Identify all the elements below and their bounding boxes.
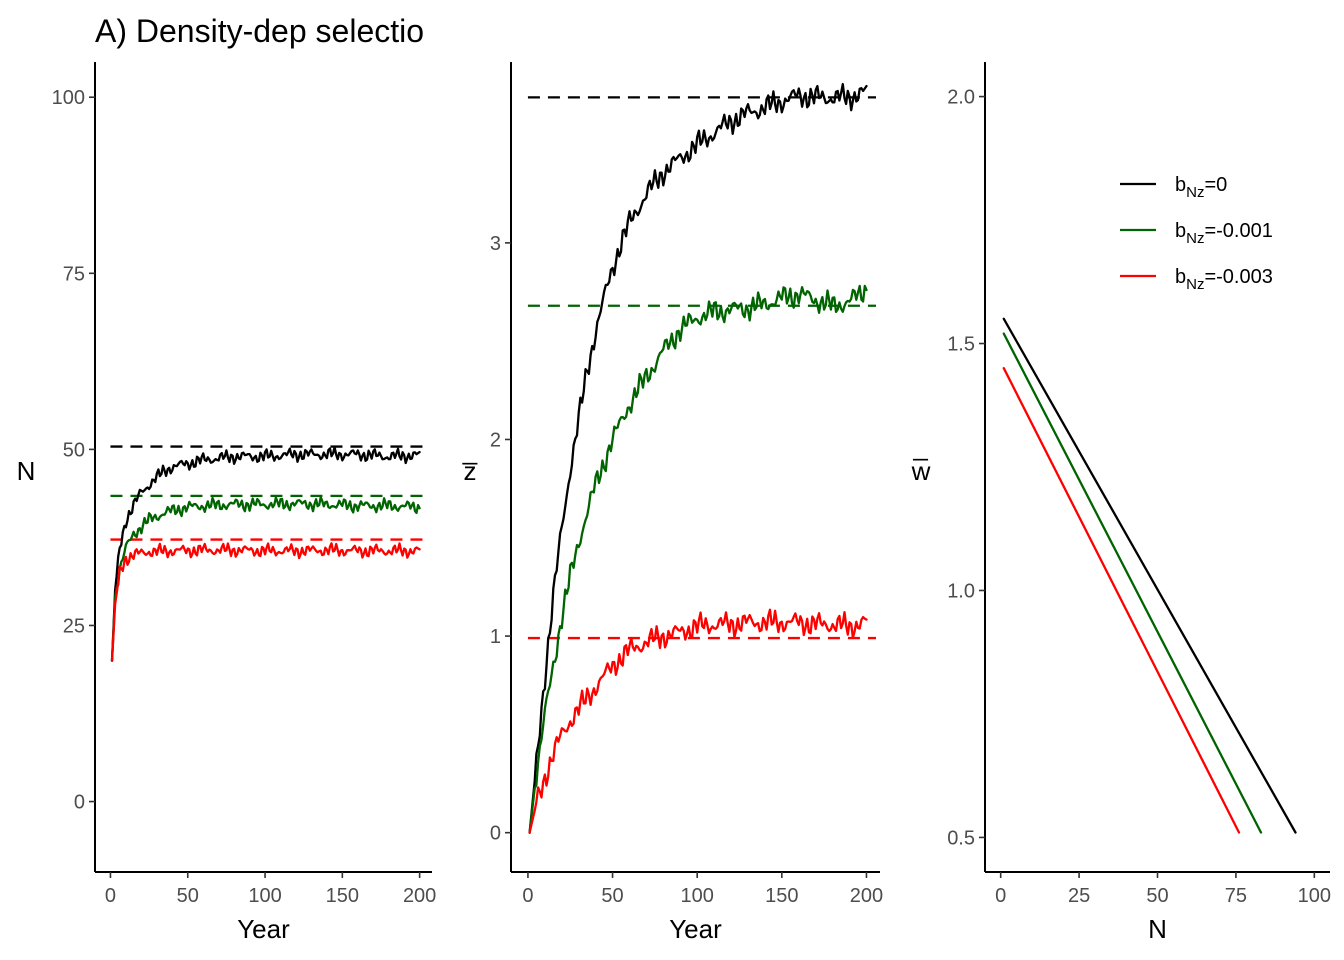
y-tick-label: 1.0	[947, 580, 975, 602]
panel-1: 0 25 50 75 100 0 50 100 150 200 Year N	[17, 62, 436, 944]
y-tick-label: 100	[52, 87, 85, 109]
y-tick-label: 3	[490, 233, 501, 255]
x-axis-title: N	[1148, 914, 1167, 944]
series-line	[528, 608, 868, 834]
series-line	[110, 446, 421, 662]
x-tick-label: 100	[248, 885, 281, 907]
series-line	[1002, 317, 1297, 834]
x-tick-label: 25	[1068, 885, 1090, 907]
y-tick-label: 25	[63, 615, 85, 637]
x-axis-title: Year	[237, 914, 290, 944]
panels: 0 25 50 75 100 0 50 100 150 200 Year N 0 1 2 3 0 50 100 150…	[17, 62, 1331, 944]
x-tick-label: 0	[995, 885, 1006, 907]
x-tick-label: 0	[105, 885, 116, 907]
series-line	[528, 284, 868, 834]
y-tick-label: 1	[490, 626, 501, 648]
y-tick-label: 0.5	[947, 827, 975, 849]
legend-label: bNz=0	[1175, 174, 1227, 201]
y-tick-label: 0	[490, 823, 501, 845]
legend: bNz=0 bNz=-0.001 bNz=-0.003	[1120, 174, 1273, 293]
legend-label: bNz=-0.003	[1175, 266, 1273, 293]
y-tick-label: 2	[490, 429, 501, 451]
x-tick-label: 50	[601, 885, 623, 907]
y-tick-label: 50	[63, 439, 85, 461]
series-line	[528, 82, 868, 834]
y-axis-title: N	[17, 456, 36, 486]
x-axis-title: Year	[669, 914, 722, 944]
y-axis-title: w̅	[911, 456, 931, 486]
y-tick-label: 0	[74, 792, 85, 814]
x-tick-label: 75	[1225, 885, 1247, 907]
y-tick-label: 75	[63, 263, 85, 285]
x-tick-label: 0	[522, 885, 533, 907]
x-tick-label: 50	[1146, 885, 1168, 907]
y-tick-label: 2.0	[947, 87, 975, 109]
legend-label: bNz=-0.001	[1175, 220, 1273, 247]
series-line	[110, 542, 421, 662]
x-tick-label: 100	[1298, 885, 1331, 907]
figure-title: A) Density-dep selectio	[95, 13, 424, 49]
panel-3: 0.5 1.0 1.5 2.0 0 25 50 75 100 Nw̅	[911, 62, 1331, 944]
y-tick-label: 1.5	[947, 334, 975, 356]
x-tick-label: 50	[177, 885, 199, 907]
x-tick-label: 200	[403, 885, 436, 907]
y-axis-title: z̅	[462, 456, 478, 486]
x-tick-label: 100	[681, 885, 714, 907]
x-tick-label: 150	[326, 885, 359, 907]
series-line	[1002, 367, 1241, 834]
x-tick-label: 200	[850, 885, 883, 907]
panel-2: 0 1 2 3 0 50 100 150 200 Year z̅	[462, 62, 883, 944]
x-tick-label: 150	[765, 885, 798, 907]
series-line	[110, 495, 421, 662]
series-line	[1002, 332, 1263, 834]
